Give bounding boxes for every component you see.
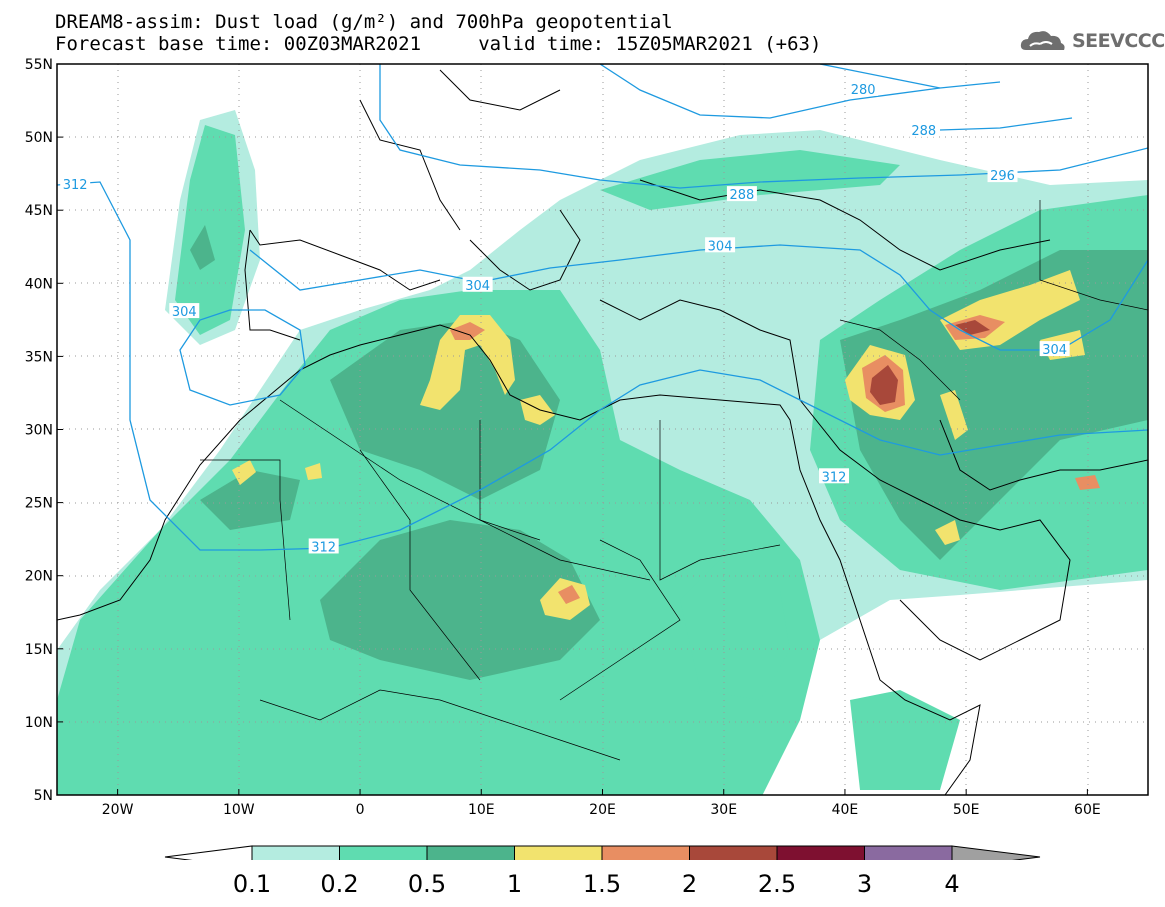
contour-label-text: 304 bbox=[465, 279, 490, 294]
colorbar-label: 0.5 bbox=[407, 870, 447, 898]
contour-label: 312 bbox=[819, 468, 850, 485]
lat-tick-label: 45N bbox=[25, 203, 53, 219]
latitude-axis: 55N 50N 45N 40N 35N 30N 25N 20N 15N 10N 5N bbox=[25, 57, 63, 804]
longitude-axis: 20W 10W 0 10E 20E 30E 40E 50E 60E bbox=[102, 789, 1101, 818]
lon-tick-label: 60E bbox=[1074, 802, 1101, 818]
colorbar-swatch bbox=[864, 845, 953, 860]
contour-label-text: 312 bbox=[822, 470, 847, 485]
dust-fields bbox=[57, 110, 1148, 795]
lat-tick-label: 15N bbox=[25, 642, 53, 658]
lon-tick-label: 20W bbox=[102, 802, 134, 818]
colorbar-label: 2 bbox=[681, 870, 698, 898]
contour-label-background bbox=[987, 167, 1018, 183]
colorbar bbox=[164, 845, 1041, 860]
lon-tick-label: 40E bbox=[832, 802, 859, 818]
lat-tick-label: 30N bbox=[25, 423, 53, 439]
contour-label: 304 bbox=[462, 276, 493, 294]
contour-label: 288 bbox=[726, 186, 757, 203]
colorbar-swatch bbox=[426, 845, 515, 860]
contour-label-background bbox=[169, 303, 200, 319]
colorbar-swatch bbox=[689, 845, 778, 860]
colorbar-label: 1.5 bbox=[582, 870, 622, 898]
dust-load-map: 280 288 296 288 312 304 304 304 304 312 312 55N 50N… bbox=[25, 57, 1149, 860]
colorbar-swatch bbox=[251, 845, 340, 860]
contour-label: 296 bbox=[987, 167, 1018, 184]
contour-label: 304 bbox=[705, 237, 736, 254]
contour-label-text: 304 bbox=[708, 239, 733, 254]
colorbar-label: 3 bbox=[856, 870, 873, 898]
colorbar-swatch bbox=[601, 845, 690, 860]
colorbar-label: 0.1 bbox=[232, 870, 272, 898]
lon-tick-label: 0 bbox=[356, 802, 365, 818]
colorbar-swatch bbox=[339, 845, 428, 860]
colorbar-label: 4 bbox=[944, 870, 960, 898]
colorbar-swatch bbox=[776, 845, 865, 860]
lat-tick-label: 35N bbox=[25, 349, 53, 365]
contour-label: 304 bbox=[1039, 341, 1070, 358]
lon-tick-label: 30E bbox=[710, 802, 737, 818]
contour-label-background bbox=[462, 276, 493, 292]
contour-label-background bbox=[1039, 341, 1070, 357]
contour-label-text: 288 bbox=[729, 188, 754, 203]
contour-label-text: 280 bbox=[851, 83, 876, 98]
contour-label-text: 304 bbox=[1042, 343, 1067, 358]
contour-label: 312 bbox=[60, 175, 91, 193]
contour-label-background bbox=[726, 186, 757, 202]
contour-label-background bbox=[908, 121, 939, 137]
lon-tick-label: 20E bbox=[589, 802, 616, 818]
lat-tick-label: 20N bbox=[25, 569, 53, 585]
colorbar-swatch bbox=[514, 845, 603, 860]
contour-labels: 280 288 296 288 312 304 304 304 304 312 312 bbox=[60, 80, 1070, 555]
contour-label: 280 bbox=[848, 80, 879, 98]
lat-tick-label: 25N bbox=[25, 496, 53, 512]
forecast-times: Forecast base time: 00Z03MAR2021 valid t… bbox=[55, 33, 822, 55]
map-title: DREAM8-assim: Dust load (g/m²) and 700hP… bbox=[55, 11, 673, 33]
lat-tick-label: 55N bbox=[25, 57, 53, 73]
contour-label-background bbox=[308, 538, 339, 554]
geopotential-contours bbox=[57, 64, 1148, 551]
contour-label-text: 296 bbox=[990, 169, 1015, 184]
country-borders bbox=[200, 200, 1148, 761]
lat-tick-label: 5N bbox=[34, 788, 53, 804]
colorbar-label: 0.2 bbox=[320, 870, 359, 898]
contour-label: 304 bbox=[169, 303, 200, 320]
contour-label: 288 bbox=[908, 121, 939, 139]
contour-label-background bbox=[848, 80, 879, 96]
contour-label: 312 bbox=[308, 538, 339, 555]
lon-tick-label: 50E bbox=[953, 802, 980, 818]
lon-tick-label: 10W bbox=[223, 802, 255, 818]
lat-tick-label: 10N bbox=[25, 715, 53, 731]
colorbar-low-triangle bbox=[164, 845, 253, 860]
cloud-icon bbox=[1020, 31, 1065, 50]
contour-label-text: 288 bbox=[911, 124, 936, 139]
lat-tick-label: 40N bbox=[25, 276, 53, 292]
contour-label-background bbox=[705, 237, 736, 253]
contour-label-text: 312 bbox=[63, 178, 88, 193]
coastlines bbox=[57, 69, 1148, 795]
contour-label-background bbox=[819, 468, 850, 484]
colorbar-label: 1 bbox=[506, 870, 523, 898]
seevccc-logo-text: SEEVCCC bbox=[1072, 30, 1165, 52]
contour-label-background bbox=[60, 175, 91, 191]
lat-tick-label: 50N bbox=[25, 130, 53, 146]
contour-label-text: 304 bbox=[172, 305, 197, 320]
colorbar-high-triangle bbox=[951, 845, 1041, 860]
contour-label-text: 312 bbox=[311, 540, 336, 555]
colorbar-label: 2.5 bbox=[757, 870, 797, 898]
lon-tick-label: 10E bbox=[468, 802, 495, 818]
